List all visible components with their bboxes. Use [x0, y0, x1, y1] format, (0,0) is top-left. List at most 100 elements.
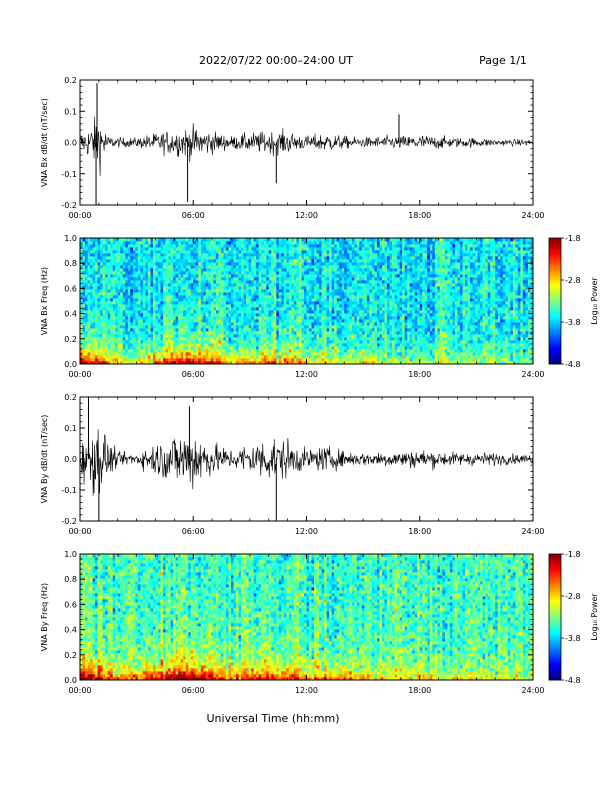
- spectrogram-cell: [334, 358, 338, 362]
- spectrogram-cell: [268, 241, 272, 245]
- spectrogram-cell: [220, 322, 224, 326]
- spectrogram-cell: [369, 361, 373, 365]
- spectrogram-cell: [334, 298, 338, 302]
- spectrogram-cell: [236, 262, 239, 266]
- spectrogram-cell: [223, 316, 227, 320]
- spectrogram-cell: [359, 241, 363, 245]
- spectrogram-cell: [311, 337, 315, 341]
- spectrogram-cell: [147, 304, 151, 308]
- spectrogram-cell: [246, 238, 250, 242]
- spectrogram-cell: [296, 328, 300, 332]
- spectrogram-cell: [344, 298, 348, 302]
- spectrogram-cell: [150, 316, 154, 320]
- spectrogram-cell: [218, 349, 222, 353]
- spectrogram-cell: [329, 361, 333, 365]
- spectrogram-cell: [105, 328, 109, 332]
- spectrogram-cell: [160, 271, 164, 275]
- spectrogram-cell: [361, 298, 365, 302]
- spectrogram-cell: [210, 337, 214, 341]
- spectrogram-cell: [286, 355, 290, 359]
- spectrogram-cell: [246, 337, 250, 341]
- spectrogram-cell: [120, 298, 124, 302]
- spectrogram-cell: [92, 301, 96, 305]
- spectrogram-cell: [354, 334, 358, 338]
- spectrogram-cell: [241, 343, 244, 347]
- spectrogram-cell: [205, 337, 209, 341]
- spectrogram-cell: [130, 346, 134, 350]
- spectrogram-cell: [115, 250, 119, 254]
- spectrogram-cell: [122, 340, 126, 344]
- spectrogram-cell: [152, 289, 156, 293]
- spectrogram-cell: [193, 340, 197, 344]
- spectrogram-cell: [256, 274, 260, 278]
- spectrogram-cell: [273, 346, 277, 350]
- spectrogram-cell: [180, 283, 184, 287]
- spectrogram-cell: [107, 316, 111, 320]
- spectrogram-cell: [158, 355, 161, 359]
- spectrogram-cell: [117, 355, 121, 359]
- spectrogram-cell: [178, 301, 182, 305]
- x-tick-label: 12:00: [295, 211, 318, 220]
- spectrogram-cell: [175, 337, 179, 341]
- spectrogram-cell: [341, 319, 345, 323]
- spectrogram-cell: [298, 286, 302, 290]
- spectrogram-cell: [200, 331, 204, 335]
- spectrogram-cell: [364, 319, 368, 323]
- spectrogram-cell: [351, 319, 355, 323]
- spectrogram-cell: [326, 292, 330, 296]
- spectrogram-cell: [241, 328, 244, 332]
- spectrogram-cell: [369, 337, 373, 341]
- spectrogram-cell: [115, 319, 119, 323]
- spectrogram-cell: [233, 343, 237, 347]
- spectrogram-cell: [248, 295, 252, 299]
- spectrogram-cell: [316, 316, 320, 320]
- spectrogram-cell: [97, 253, 101, 257]
- spectrogram-cell: [210, 328, 214, 332]
- spectrogram-cell: [188, 265, 192, 269]
- spectrogram-cell: [100, 361, 104, 365]
- spectrogram-cell: [175, 259, 179, 263]
- spectrogram-cell: [130, 319, 134, 323]
- spectrogram-cell: [107, 301, 111, 305]
- spectrogram-cell: [190, 310, 194, 314]
- spectrogram-cell: [147, 241, 151, 245]
- spectrogram-cell: [178, 298, 182, 302]
- spectrogram-cell: [180, 346, 184, 350]
- spectrogram-cell: [301, 337, 305, 341]
- spectrogram-cell: [366, 340, 370, 344]
- spectrogram-cell: [173, 325, 177, 329]
- spectrogram-cell: [82, 238, 86, 242]
- spectrogram-cell: [263, 250, 267, 254]
- spectrogram-cell: [225, 283, 229, 287]
- spectrogram-cell: [298, 310, 302, 314]
- spectrogram-cell: [223, 259, 227, 263]
- spectrogram-cell: [309, 289, 312, 293]
- spectrogram-cell: [233, 328, 237, 332]
- spectrogram-cell: [132, 250, 136, 254]
- spectrogram-cell: [256, 238, 260, 242]
- spectrogram-cell: [359, 361, 363, 365]
- spectrogram-cell: [178, 352, 182, 356]
- spectrogram-cell: [140, 265, 144, 269]
- spectrogram-cell: [298, 262, 302, 266]
- spectrogram-cell: [137, 277, 141, 281]
- spectrogram-cell: [165, 361, 169, 365]
- spectrogram-cell: [95, 343, 99, 347]
- spectrogram-cell: [283, 331, 287, 335]
- spectrogram-cell: [319, 283, 322, 287]
- spectrogram-cell: [142, 286, 146, 290]
- spectrogram-cell: [351, 283, 355, 287]
- spectrogram-cell: [288, 349, 292, 353]
- spectrogram-cell: [127, 274, 131, 278]
- spectrogram-cell: [105, 358, 109, 362]
- spectrogram-cell: [185, 313, 189, 317]
- spectrogram-cell: [105, 346, 109, 350]
- spectrogram-cell: [311, 355, 315, 359]
- spectrogram-cell: [273, 298, 277, 302]
- spectrogram-cell: [316, 268, 320, 272]
- spectrogram-cell: [97, 358, 101, 362]
- spectrogram-cell: [140, 307, 144, 311]
- spectrogram-cell: [220, 334, 224, 338]
- spectrogram-cell: [286, 310, 290, 314]
- spectrogram-cell: [180, 316, 184, 320]
